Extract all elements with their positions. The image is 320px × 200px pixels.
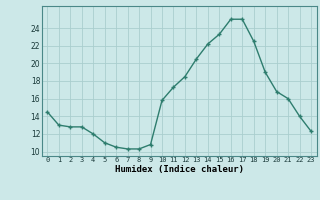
X-axis label: Humidex (Indice chaleur): Humidex (Indice chaleur) <box>115 165 244 174</box>
